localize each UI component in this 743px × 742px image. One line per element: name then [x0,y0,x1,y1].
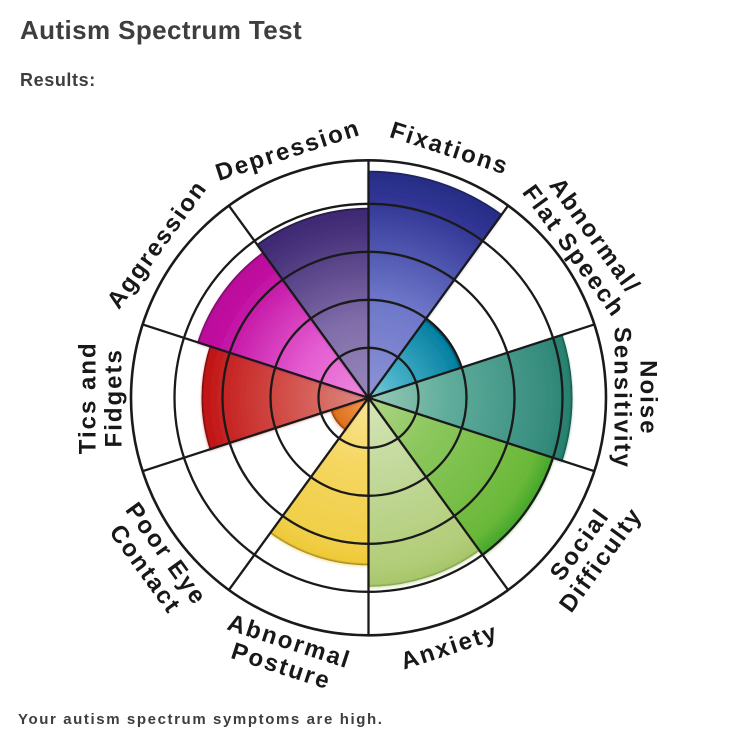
svg-text:Noise: Noise [635,360,662,435]
svg-text:Sensitivity: Sensitivity [609,327,636,469]
svg-text:Fixations: Fixations [387,117,513,181]
svg-text:Fidgets: Fidgets [101,348,128,447]
svg-text:Tics and: Tics and [75,341,102,454]
svg-text:Anxiety: Anxiety [397,619,501,676]
svg-text:Aggression: Aggression [102,175,213,314]
svg-text:Depression: Depression [212,114,364,186]
